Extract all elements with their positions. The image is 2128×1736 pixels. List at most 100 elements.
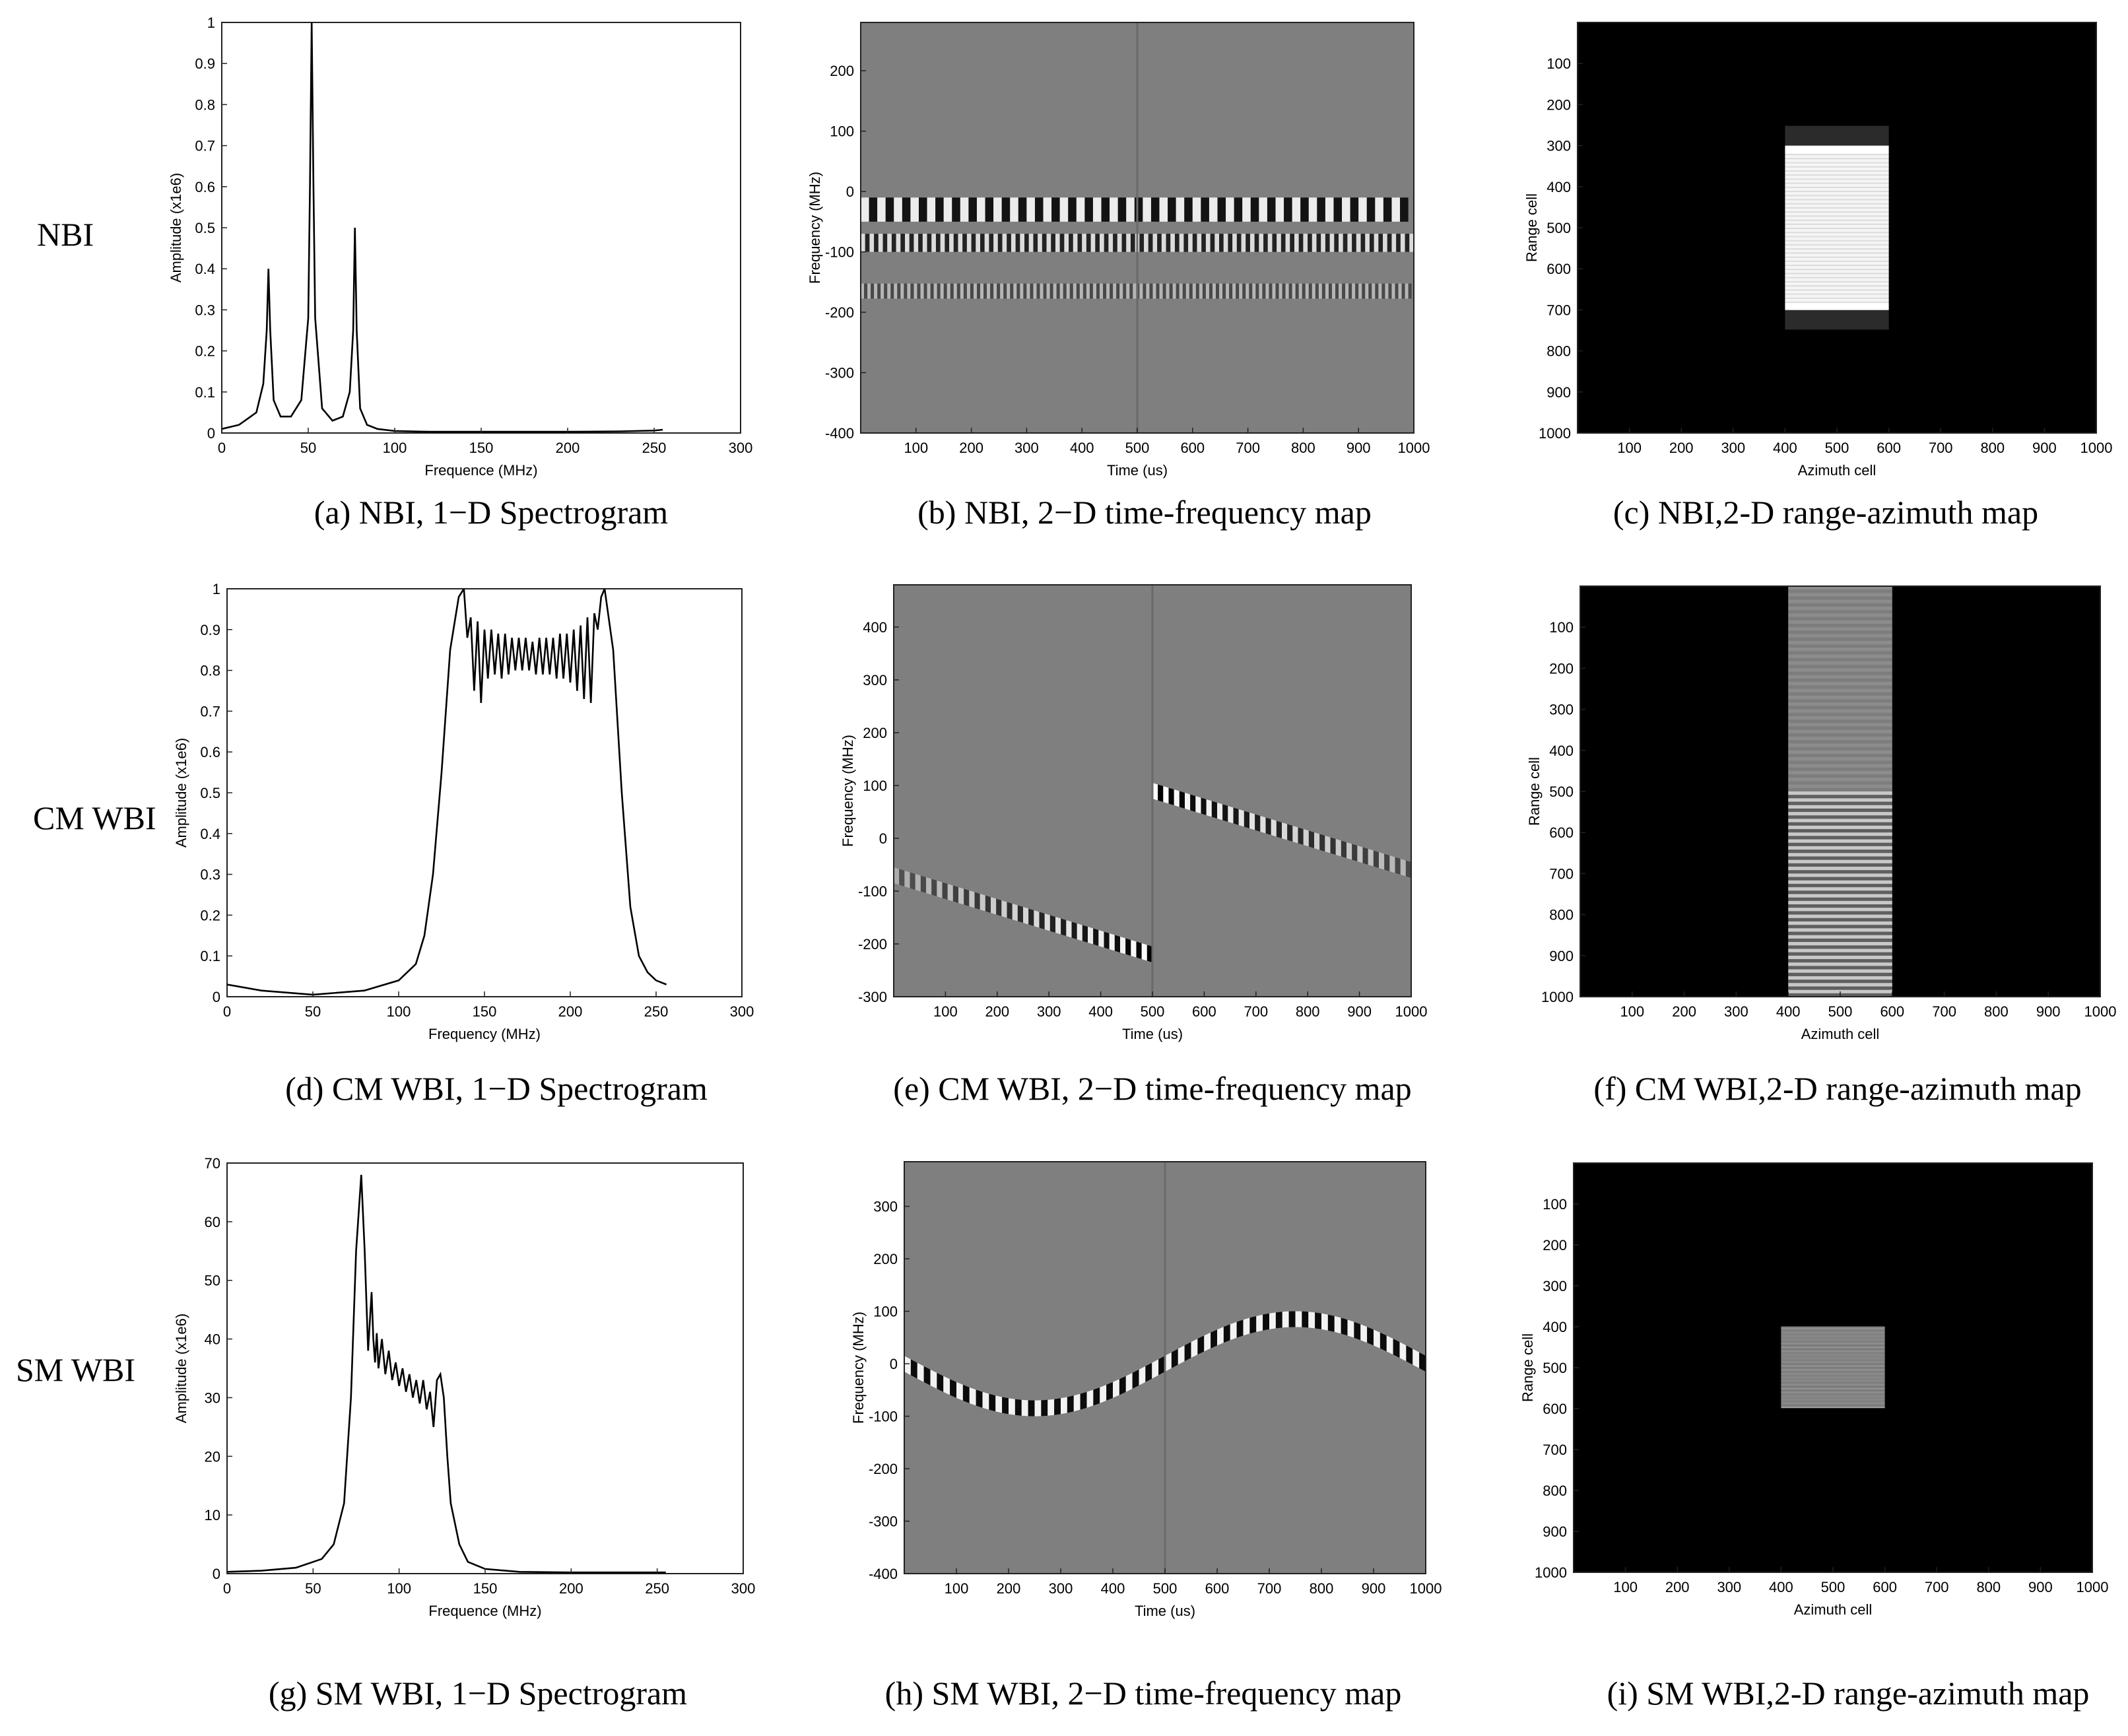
band-stripe xyxy=(1121,234,1127,252)
band-stripe xyxy=(1275,283,1279,299)
chirp-stripe xyxy=(1319,834,1325,851)
chirp-stripe xyxy=(952,885,958,903)
band-stripe xyxy=(1126,234,1131,252)
band-stripe xyxy=(1188,234,1193,252)
y-tick-label-b: 100 xyxy=(830,123,854,140)
band-stripe xyxy=(947,283,950,299)
band-stripe xyxy=(1315,283,1319,299)
band-stripe xyxy=(1157,234,1162,252)
block-row xyxy=(1785,277,1889,279)
band-stripe xyxy=(1079,283,1083,299)
block-row xyxy=(1785,189,1889,191)
band-stripe xyxy=(869,197,878,222)
band-stripe xyxy=(1055,234,1060,252)
band-stripe xyxy=(881,283,884,299)
chirp-stripe xyxy=(1228,806,1234,824)
sinusoid-stripe xyxy=(956,1382,963,1401)
y-tick-label-a: 0.2 xyxy=(195,343,215,360)
band-stripe xyxy=(1232,283,1236,299)
y-tick-label-e: 400 xyxy=(863,619,887,636)
band-stripe xyxy=(1020,283,1024,299)
chirp-stripe xyxy=(899,869,905,886)
x-tick-label-e: 200 xyxy=(985,1003,1009,1020)
sinusoid-stripe xyxy=(1393,1339,1400,1358)
x-tick-label-g: 300 xyxy=(731,1580,756,1597)
block-row xyxy=(1781,1369,1885,1370)
x-tick-label-i: 200 xyxy=(1665,1579,1690,1595)
y-tick-label-c: 1000 xyxy=(1539,425,1571,442)
block-row xyxy=(1785,200,1889,203)
band-stripe xyxy=(861,283,865,299)
y-tick-label-i: 800 xyxy=(1543,1483,1567,1499)
band-stripe xyxy=(960,197,969,222)
x-tick-label-a: 0 xyxy=(218,440,226,456)
band-stripe xyxy=(1059,283,1063,299)
band-stripe xyxy=(1100,234,1104,252)
block-row xyxy=(1785,150,1889,153)
band-stripe xyxy=(878,234,883,252)
block-row xyxy=(1781,1327,1885,1328)
block-row xyxy=(1785,205,1889,208)
band-stripe xyxy=(950,283,954,299)
chirp-stripe xyxy=(1347,842,1352,860)
block-row xyxy=(1785,145,1889,148)
band-stripe xyxy=(1113,283,1117,299)
band-stripe xyxy=(1358,197,1367,222)
y-tick-label-i: 700 xyxy=(1543,1442,1567,1458)
band-stripe xyxy=(1169,283,1173,299)
band-stripe xyxy=(1214,234,1220,252)
block-row xyxy=(1781,1391,1885,1393)
band-stripe xyxy=(1056,283,1060,299)
x-tick-label-e: 600 xyxy=(1192,1003,1216,1020)
band-stripe xyxy=(1150,197,1160,222)
band-stripe xyxy=(910,197,919,222)
block-row xyxy=(1785,303,1889,305)
band-stripe xyxy=(980,283,984,299)
y-axis-label-g: Amplitude (x1e6) xyxy=(173,1314,189,1423)
block-row xyxy=(1788,737,1892,741)
block-row xyxy=(1788,890,1892,894)
block-row xyxy=(1785,245,1889,248)
band-stripe xyxy=(861,197,869,222)
block-row xyxy=(1781,1335,1885,1336)
band-stripe xyxy=(1285,234,1290,252)
band-stripe xyxy=(960,283,964,299)
band-stripe xyxy=(1391,234,1397,252)
x-tick-label-g: 50 xyxy=(305,1580,321,1597)
x-tick-label-b: 500 xyxy=(1125,440,1150,456)
chirp-stripe xyxy=(942,882,948,900)
block-row xyxy=(1785,298,1889,301)
block-row xyxy=(1785,224,1889,227)
x-tick-label-h: 900 xyxy=(1362,1580,1386,1597)
y-tick-label-b: 200 xyxy=(830,63,854,79)
block-row xyxy=(1785,148,1889,150)
band-stripe xyxy=(1053,283,1057,299)
sinusoid-stripe xyxy=(1386,1335,1393,1355)
band-stripe xyxy=(1168,197,1176,222)
block-row xyxy=(1785,181,1889,184)
sinusoid-stripe xyxy=(1217,1327,1224,1346)
x-tick-label-b: 900 xyxy=(1347,440,1371,456)
x-tick-label-e: 800 xyxy=(1296,1003,1320,1020)
block-row xyxy=(1785,222,1889,224)
block-row xyxy=(1785,214,1889,216)
y-tick-label-d: 1 xyxy=(213,581,220,597)
y-tick-label-h: -400 xyxy=(869,1566,898,1582)
band-stripe xyxy=(1408,283,1412,299)
block-row xyxy=(1785,281,1889,283)
band-stripe xyxy=(940,234,945,252)
band-stripe xyxy=(1110,283,1114,299)
x-tick-label-f: 400 xyxy=(1776,1003,1801,1020)
block-row xyxy=(1788,928,1892,933)
band-stripe xyxy=(891,234,896,252)
block-row xyxy=(1788,661,1892,665)
block-row xyxy=(1788,958,1892,963)
block-row xyxy=(1788,719,1892,723)
band-stripe xyxy=(1040,283,1044,299)
caption-a: (a) NBI, 1−D Spectrogram xyxy=(314,494,669,531)
block-row xyxy=(1781,1399,1885,1401)
band-stripe xyxy=(997,283,1001,299)
block-row xyxy=(1781,1368,1885,1370)
sinusoid-stripe xyxy=(923,1366,931,1385)
heatmap-content-e xyxy=(894,585,1411,997)
